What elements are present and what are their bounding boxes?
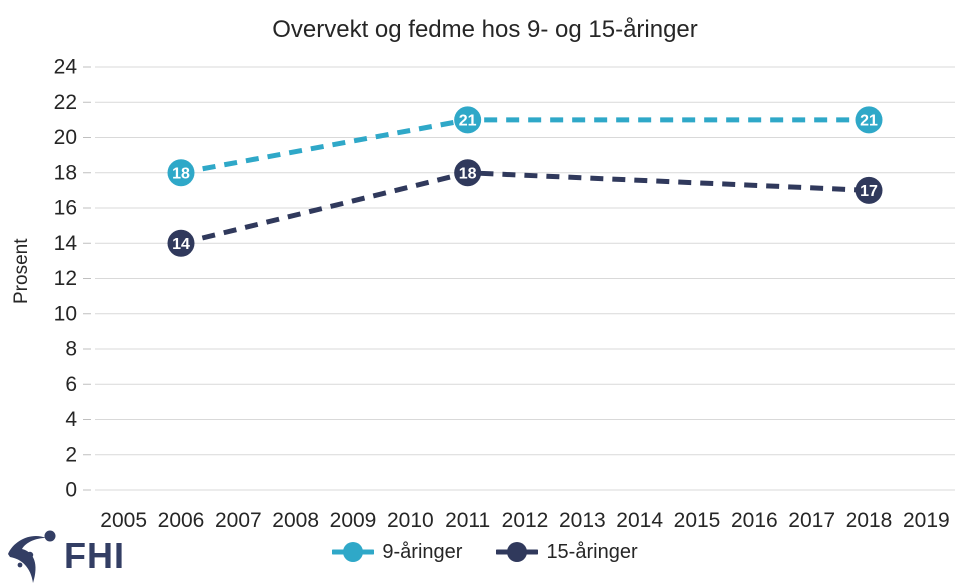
x-tick-label: 2006 [158, 509, 205, 532]
x-tick-label: 2008 [272, 509, 319, 532]
x-tick-label: 2017 [788, 509, 835, 532]
x-tick-label: 2018 [846, 509, 893, 532]
data-point-label: 18 [459, 165, 477, 182]
y-tick-label: 24 [54, 56, 78, 79]
x-tick-label: 2005 [100, 509, 147, 532]
y-tick-label: 0 [65, 479, 77, 502]
fhi-logo: FHI [6, 528, 125, 584]
legend-label: 15-åringer [546, 540, 638, 563]
data-point-label: 21 [860, 112, 878, 129]
fhi-logo-text: FHI [64, 535, 125, 576]
x-tick-label: 2011 [445, 509, 490, 532]
y-tick-label: 2 [65, 443, 77, 466]
data-point-marker [167, 159, 195, 187]
series-line [180, 117, 869, 176]
legend-marker-icon [496, 542, 539, 562]
legend-label: 9-åringer [382, 540, 463, 563]
x-tick-label: 2012 [502, 509, 549, 532]
y-axis-title: Prosent [11, 238, 32, 304]
y-tick-label: 16 [54, 197, 77, 220]
x-tick-label: 2016 [731, 509, 778, 532]
data-point-marker [167, 229, 195, 257]
data-point-marker [454, 106, 482, 134]
fhi-figure-icon [8, 530, 56, 583]
legend-item: 15-åringer [496, 540, 638, 564]
data-point-label: 21 [459, 112, 477, 129]
y-tick-label: 14 [54, 232, 78, 255]
legend-marker-icon [332, 542, 375, 562]
data-point-label: 18 [172, 165, 190, 182]
y-tick-label: 20 [54, 126, 77, 149]
y-tick-label: 8 [65, 338, 77, 361]
y-tick-label: 6 [65, 373, 77, 396]
x-tick-label: 2010 [387, 509, 434, 532]
data-point-marker [855, 106, 883, 134]
y-tick-label: 18 [54, 161, 77, 184]
y-tick-label: 4 [65, 408, 77, 431]
data-point-label: 17 [860, 183, 878, 200]
chart-title: Overvekt og fedme hos 9- og 15-åringer [272, 16, 698, 43]
y-tick-label: 12 [54, 267, 77, 290]
x-tick-label: 2007 [215, 509, 262, 532]
data-point-marker [855, 176, 883, 204]
x-tick-label: 2013 [559, 509, 606, 532]
x-tick-label: 2019 [903, 509, 950, 532]
chart-legend: 9-åringer 15-åringer [0, 540, 970, 564]
legend-item: 9-åringer [332, 540, 462, 564]
data-point-label: 14 [172, 236, 190, 253]
data-point-marker [454, 159, 482, 187]
x-tick-label: 2009 [330, 509, 377, 532]
x-tick-label: 2015 [674, 509, 721, 532]
y-tick-label: 22 [54, 91, 77, 114]
x-tick-label: 2014 [616, 509, 663, 532]
y-tick-label: 10 [54, 302, 77, 325]
